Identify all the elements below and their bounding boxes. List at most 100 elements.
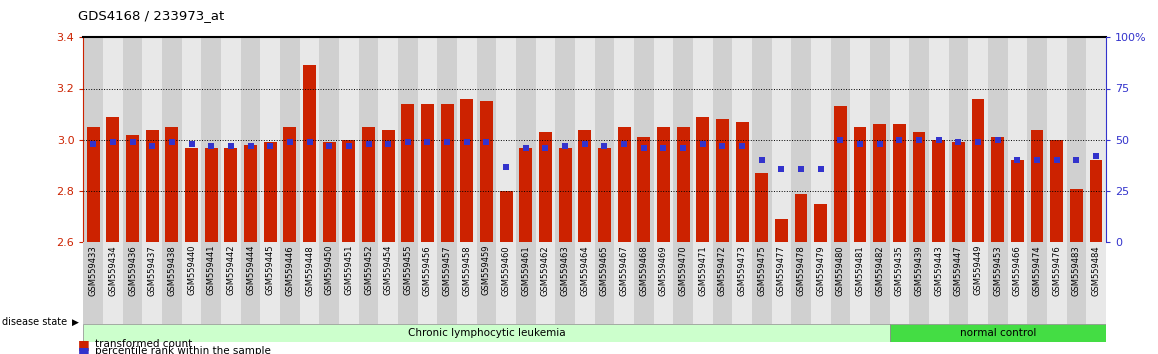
- Bar: [811, 242, 830, 324]
- Text: disease state: disease state: [2, 317, 67, 327]
- Bar: [398, 242, 418, 324]
- Bar: [343, 140, 356, 242]
- Text: percentile rank within the sample: percentile rank within the sample: [95, 346, 271, 354]
- Bar: [1027, 37, 1047, 242]
- Text: GSM559456: GSM559456: [423, 245, 432, 296]
- Point: [182, 141, 200, 147]
- Point: [831, 137, 850, 143]
- Bar: [497, 242, 516, 324]
- Bar: [889, 37, 909, 242]
- Point: [280, 139, 299, 145]
- Text: GSM559484: GSM559484: [1092, 245, 1100, 296]
- Bar: [873, 125, 886, 242]
- Bar: [107, 117, 119, 242]
- Bar: [972, 99, 984, 242]
- Text: GSM559451: GSM559451: [344, 245, 353, 296]
- Point: [772, 166, 791, 171]
- Point: [1009, 158, 1027, 163]
- Bar: [556, 242, 576, 324]
- Point: [851, 141, 870, 147]
- Point: [379, 141, 397, 147]
- Text: GSM559480: GSM559480: [836, 245, 845, 296]
- Text: GSM559454: GSM559454: [383, 245, 393, 296]
- Bar: [732, 37, 752, 242]
- Bar: [716, 119, 728, 242]
- Bar: [280, 37, 300, 242]
- Bar: [182, 242, 201, 324]
- Text: GDS4168 / 233973_at: GDS4168 / 233973_at: [78, 9, 223, 22]
- Text: GSM559436: GSM559436: [129, 245, 137, 296]
- Point: [261, 143, 279, 149]
- Bar: [913, 132, 925, 242]
- Bar: [1086, 242, 1106, 324]
- Text: GSM559460: GSM559460: [501, 245, 511, 296]
- Bar: [1011, 160, 1024, 242]
- Bar: [614, 37, 633, 242]
- Text: GSM559470: GSM559470: [679, 245, 688, 296]
- Bar: [814, 204, 827, 242]
- Bar: [205, 148, 218, 242]
- Text: transformed count: transformed count: [95, 339, 192, 349]
- Text: GSM559434: GSM559434: [109, 245, 117, 296]
- Bar: [516, 242, 536, 324]
- Bar: [932, 140, 945, 242]
- Bar: [320, 242, 339, 324]
- Bar: [1007, 37, 1027, 242]
- Point: [989, 137, 1007, 143]
- Bar: [300, 242, 320, 324]
- Bar: [870, 37, 889, 242]
- Point: [320, 143, 338, 149]
- Bar: [162, 242, 182, 324]
- Point: [792, 166, 811, 171]
- Bar: [123, 37, 142, 242]
- Bar: [320, 37, 339, 242]
- Bar: [578, 130, 592, 242]
- Point: [418, 139, 437, 145]
- Point: [221, 143, 240, 149]
- Bar: [595, 37, 614, 242]
- Bar: [142, 242, 162, 324]
- Bar: [909, 242, 929, 324]
- Bar: [834, 107, 846, 242]
- Bar: [598, 148, 611, 242]
- Bar: [477, 242, 497, 324]
- Bar: [791, 242, 811, 324]
- Point: [812, 166, 830, 171]
- Point: [536, 145, 555, 151]
- Bar: [418, 242, 438, 324]
- Point: [142, 143, 161, 149]
- Bar: [988, 37, 1007, 242]
- Text: GSM559449: GSM559449: [974, 245, 983, 296]
- Point: [615, 141, 633, 147]
- Bar: [457, 242, 477, 324]
- Bar: [948, 37, 968, 242]
- Text: GSM559474: GSM559474: [1033, 245, 1041, 296]
- Bar: [103, 37, 123, 242]
- Bar: [339, 37, 359, 242]
- Point: [83, 141, 102, 147]
- Bar: [398, 37, 418, 242]
- Bar: [221, 242, 241, 324]
- Bar: [185, 148, 198, 242]
- Point: [713, 143, 732, 149]
- Point: [300, 139, 318, 145]
- Bar: [1007, 242, 1027, 324]
- Bar: [123, 242, 142, 324]
- Text: GSM559461: GSM559461: [521, 245, 530, 296]
- Bar: [968, 242, 988, 324]
- Bar: [87, 127, 100, 242]
- Text: GSM559483: GSM559483: [1072, 245, 1080, 296]
- Bar: [461, 99, 474, 242]
- Bar: [673, 242, 692, 324]
- Bar: [438, 242, 457, 324]
- Bar: [1027, 242, 1047, 324]
- Bar: [422, 104, 434, 242]
- Bar: [402, 104, 415, 242]
- Bar: [614, 242, 633, 324]
- Text: GSM559445: GSM559445: [265, 245, 274, 296]
- Text: GSM559446: GSM559446: [285, 245, 294, 296]
- Point: [595, 143, 614, 149]
- Bar: [126, 135, 139, 242]
- Bar: [323, 142, 336, 242]
- Text: GSM559477: GSM559477: [777, 245, 786, 296]
